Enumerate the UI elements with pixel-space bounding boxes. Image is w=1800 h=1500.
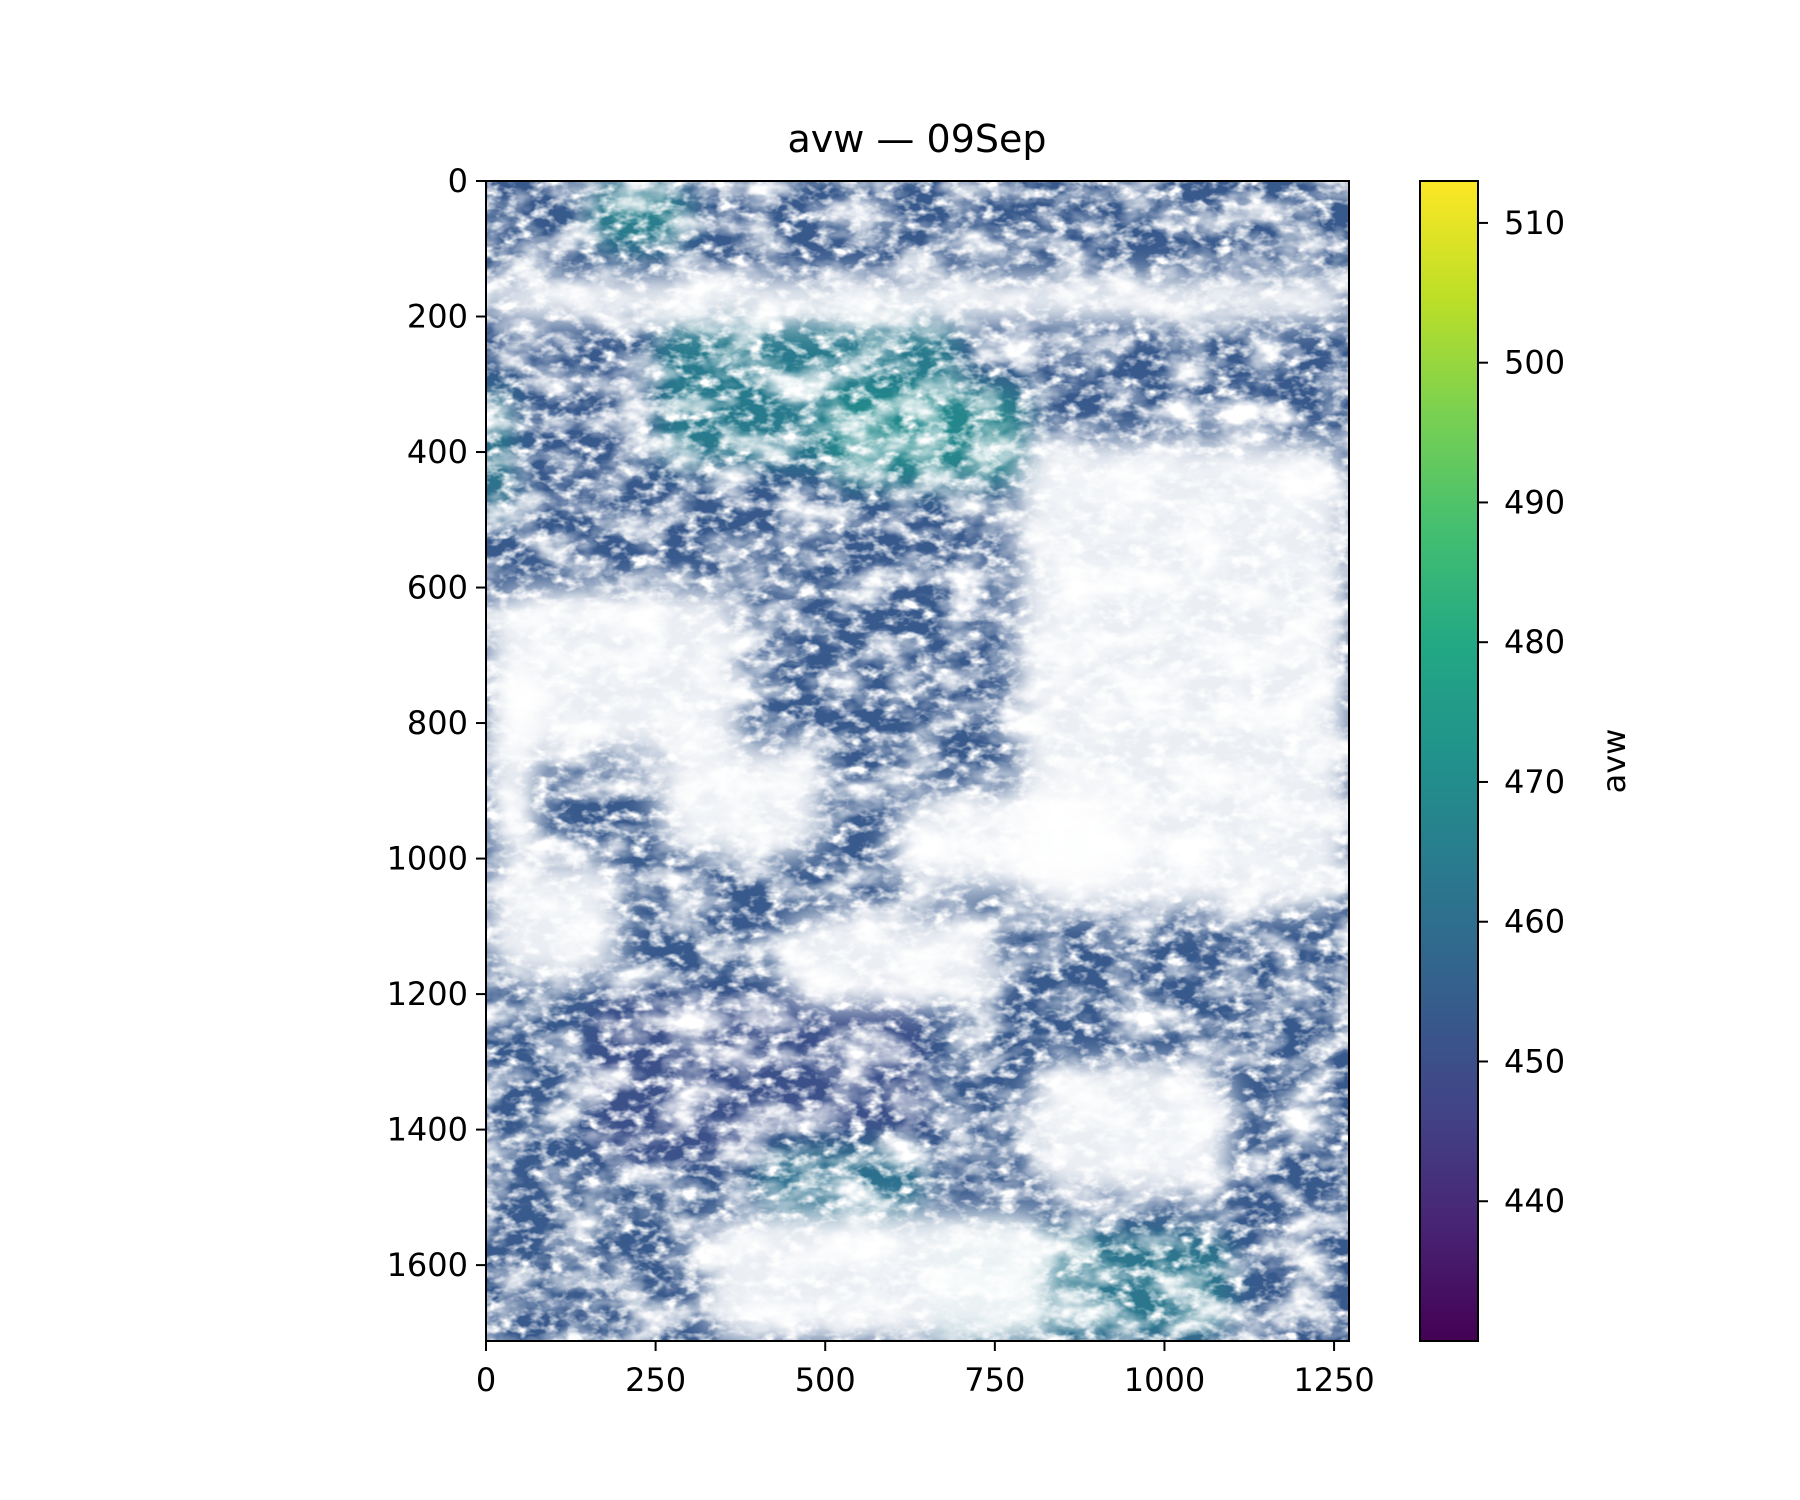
colorbar-tick-label: 480 [1504, 623, 1565, 661]
cloud-mask-fine-texture [486, 181, 1349, 1341]
colorbar-tick-label: 470 [1504, 763, 1565, 801]
colorbar-tick-label: 510 [1504, 204, 1565, 242]
x-tick-label: 0 [476, 1361, 496, 1399]
x-tick-label: 1000 [1124, 1361, 1205, 1399]
x-tick-label: 1250 [1293, 1361, 1374, 1399]
plot-frame [485, 180, 1350, 1342]
colorbar-axis: 440 450 460 470 480 490 500 510 [1478, 204, 1565, 1220]
colorbar-tick-label: 460 [1504, 903, 1565, 941]
y-tick-label: 800 [407, 704, 468, 742]
colorbar-label: avw [1595, 729, 1633, 794]
colorbar-tick-label: 450 [1504, 1042, 1565, 1080]
x-tick-label: 250 [625, 1361, 686, 1399]
y-tick-label: 1400 [387, 1111, 468, 1149]
heatmap-image [486, 181, 1349, 1341]
x-tick-label: 750 [964, 1361, 1025, 1399]
y-tick-label: 1000 [387, 840, 468, 878]
x-tick-label: 500 [795, 1361, 856, 1399]
colorbar-tick-label: 490 [1504, 483, 1565, 521]
x-axis: 0 250 500 750 1000 1250 [476, 1341, 1375, 1399]
y-tick-label: 1200 [387, 975, 468, 1013]
colorbar-tick-label: 500 [1504, 344, 1565, 382]
y-tick-label: 600 [407, 569, 468, 607]
colorbar [1419, 180, 1479, 1342]
colorbar-tick-label: 440 [1504, 1182, 1565, 1220]
chart-title: avw — 09Sep [788, 117, 1047, 161]
y-tick-label: 1600 [387, 1246, 468, 1284]
y-tick-label: 200 [407, 298, 468, 336]
y-tick-label: 0 [448, 162, 468, 200]
y-axis: 0 200 400 600 800 1000 1200 1400 1600 [387, 162, 486, 1284]
y-tick-label: 400 [407, 433, 468, 471]
